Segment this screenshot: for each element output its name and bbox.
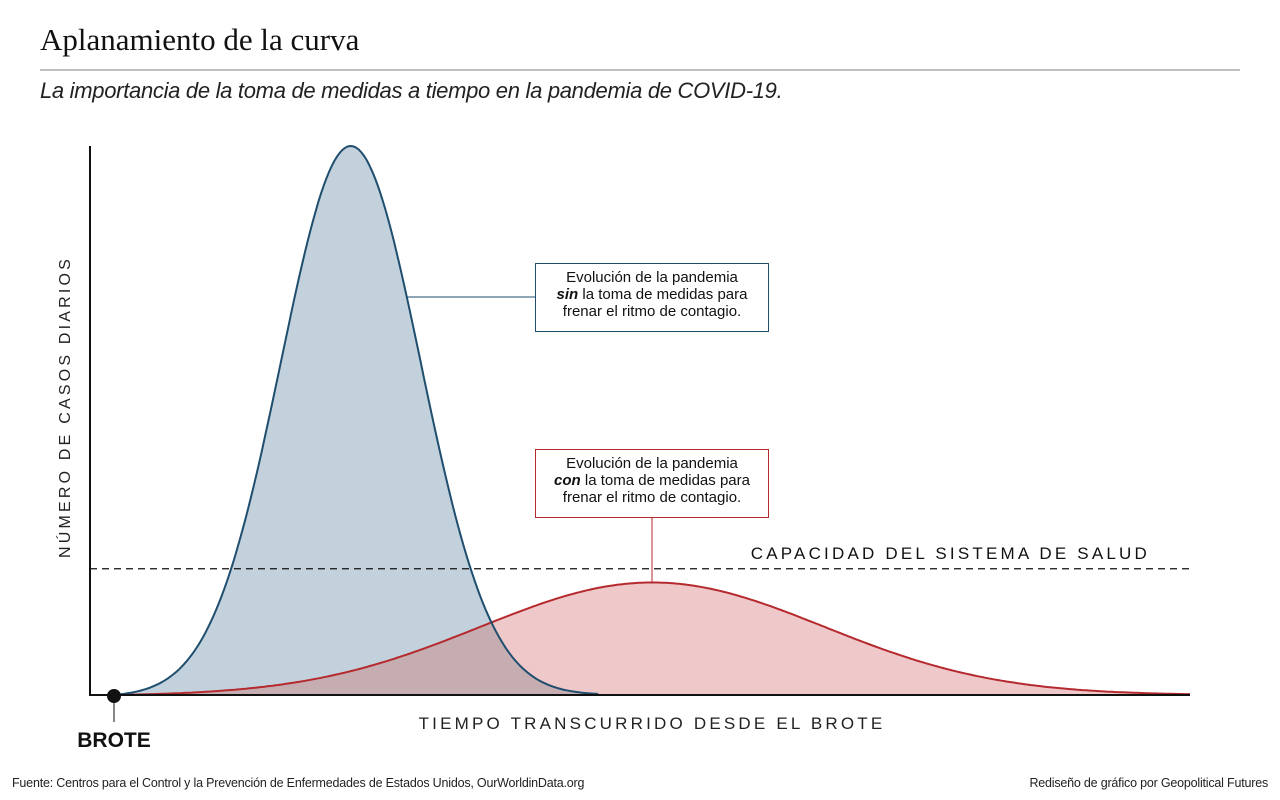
outbreak-label: BROTE	[77, 729, 151, 752]
overlap-area	[114, 622, 599, 695]
chart-subtitle: La importancia de la toma de medidas a t…	[40, 78, 783, 103]
chart-title: Aplanamiento de la curva	[40, 22, 360, 57]
callout-line-1: Evolución de la pandemia	[566, 455, 738, 472]
callout-emphasis: con	[554, 472, 581, 489]
callout-line-3: frenar el ritmo de contagio.	[562, 489, 742, 506]
callout-line-2: la toma de medidas para	[578, 286, 748, 303]
capacity-label: CAPACIDAD DEL SISTEMA DE SALUD	[751, 544, 1150, 563]
without-measures-callout: Evolución de la pandemia sin la toma de …	[535, 263, 769, 332]
callout-line-3: frenar el ritmo de contagio.	[562, 303, 742, 320]
x-axis-label: TIEMPO TRANSCURRIDO DESDE EL BROTE	[419, 714, 886, 733]
without-measures-curve	[113, 144, 599, 696]
credit-note: Rediseño de gráfico por Geopolitical Fut…	[1029, 776, 1268, 790]
with-measures-callout: Evolución de la pandemia con la toma de …	[535, 449, 769, 518]
source-note: Fuente: Centros para el Control y la Pre…	[12, 776, 585, 790]
title-divider	[40, 69, 1240, 71]
y-axis-label: NÚMERO DE CASOS DIARIOS	[55, 256, 74, 558]
callout-line-1: Evolución de la pandemia	[566, 269, 738, 286]
callout-emphasis: sin	[556, 286, 579, 303]
callout-line-2: la toma de medidas para	[580, 472, 750, 489]
outbreak-marker	[107, 689, 121, 703]
with-measures-curve	[114, 581, 1190, 696]
